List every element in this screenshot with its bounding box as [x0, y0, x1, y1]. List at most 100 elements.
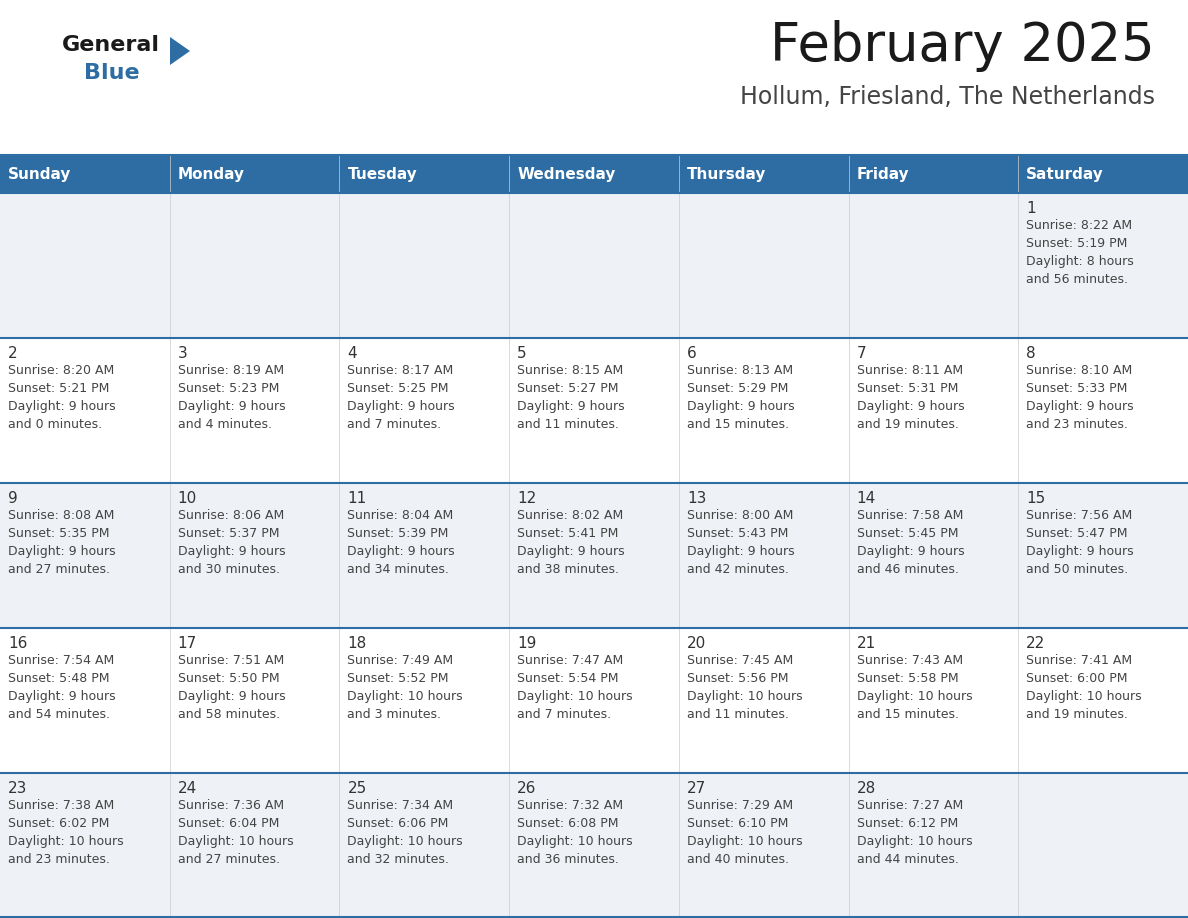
Text: 21: 21	[857, 636, 876, 651]
Text: and 15 minutes.: and 15 minutes.	[687, 418, 789, 431]
Text: Daylight: 10 hours: Daylight: 10 hours	[517, 690, 633, 703]
Text: 1: 1	[1026, 201, 1036, 216]
Text: and 34 minutes.: and 34 minutes.	[347, 563, 449, 576]
Text: and 40 minutes.: and 40 minutes.	[687, 853, 789, 866]
Text: 16: 16	[8, 636, 27, 651]
Text: Sunset: 5:56 PM: Sunset: 5:56 PM	[687, 672, 789, 685]
Text: Sunset: 5:54 PM: Sunset: 5:54 PM	[517, 672, 619, 685]
Text: Sunset: 5:29 PM: Sunset: 5:29 PM	[687, 382, 788, 395]
Text: and 11 minutes.: and 11 minutes.	[517, 418, 619, 431]
Text: Sunset: 5:43 PM: Sunset: 5:43 PM	[687, 527, 788, 540]
Text: Sunrise: 8:22 AM: Sunrise: 8:22 AM	[1026, 219, 1132, 232]
Text: 4: 4	[347, 346, 358, 361]
Bar	[0, 338, 1188, 483]
Text: Sunset: 5:27 PM: Sunset: 5:27 PM	[517, 382, 619, 395]
Text: 8: 8	[1026, 346, 1036, 361]
Text: Daylight: 10 hours: Daylight: 10 hours	[347, 690, 463, 703]
Text: 23: 23	[8, 781, 27, 796]
Text: Daylight: 10 hours: Daylight: 10 hours	[8, 835, 124, 848]
Text: February 2025: February 2025	[770, 20, 1155, 72]
Text: Daylight: 9 hours: Daylight: 9 hours	[857, 545, 965, 558]
Text: Daylight: 9 hours: Daylight: 9 hours	[347, 400, 455, 413]
Text: Daylight: 9 hours: Daylight: 9 hours	[178, 400, 285, 413]
Text: Sunrise: 7:38 AM: Sunrise: 7:38 AM	[8, 799, 114, 812]
Text: and 19 minutes.: and 19 minutes.	[857, 418, 959, 431]
Text: 5: 5	[517, 346, 526, 361]
Text: 28: 28	[857, 781, 876, 796]
Text: Sunrise: 7:49 AM: Sunrise: 7:49 AM	[347, 654, 454, 667]
Text: and 36 minutes.: and 36 minutes.	[517, 853, 619, 866]
Bar	[0, 155, 1188, 193]
Text: 3: 3	[178, 346, 188, 361]
Text: and 23 minutes.: and 23 minutes.	[1026, 418, 1129, 431]
Text: Sunset: 5:47 PM: Sunset: 5:47 PM	[1026, 527, 1127, 540]
Text: Sunrise: 7:56 AM: Sunrise: 7:56 AM	[1026, 509, 1132, 522]
Text: Daylight: 9 hours: Daylight: 9 hours	[687, 545, 795, 558]
Text: 26: 26	[517, 781, 537, 796]
Text: Daylight: 9 hours: Daylight: 9 hours	[347, 545, 455, 558]
Text: Daylight: 9 hours: Daylight: 9 hours	[517, 400, 625, 413]
Text: Daylight: 9 hours: Daylight: 9 hours	[687, 400, 795, 413]
Text: Wednesday: Wednesday	[517, 166, 615, 182]
Text: Sunrise: 7:36 AM: Sunrise: 7:36 AM	[178, 799, 284, 812]
Text: Sunset: 5:21 PM: Sunset: 5:21 PM	[8, 382, 109, 395]
Text: Sunset: 6:02 PM: Sunset: 6:02 PM	[8, 817, 109, 830]
Text: Daylight: 10 hours: Daylight: 10 hours	[347, 835, 463, 848]
Text: Sunrise: 7:27 AM: Sunrise: 7:27 AM	[857, 799, 962, 812]
Text: Sunset: 6:10 PM: Sunset: 6:10 PM	[687, 817, 788, 830]
Text: and 0 minutes.: and 0 minutes.	[8, 418, 102, 431]
Text: 11: 11	[347, 491, 367, 506]
Text: Daylight: 10 hours: Daylight: 10 hours	[517, 835, 633, 848]
Text: Daylight: 10 hours: Daylight: 10 hours	[857, 835, 972, 848]
Text: Daylight: 9 hours: Daylight: 9 hours	[1026, 545, 1133, 558]
Text: Sunset: 5:23 PM: Sunset: 5:23 PM	[178, 382, 279, 395]
Text: Daylight: 9 hours: Daylight: 9 hours	[178, 690, 285, 703]
Bar	[0, 483, 1188, 628]
Text: and 58 minutes.: and 58 minutes.	[178, 708, 280, 721]
Text: Sunset: 5:31 PM: Sunset: 5:31 PM	[857, 382, 958, 395]
Text: Sunrise: 8:10 AM: Sunrise: 8:10 AM	[1026, 364, 1132, 377]
Text: Daylight: 10 hours: Daylight: 10 hours	[687, 690, 802, 703]
Text: Sunset: 5:39 PM: Sunset: 5:39 PM	[347, 527, 449, 540]
Text: Sunset: 6:06 PM: Sunset: 6:06 PM	[347, 817, 449, 830]
Text: Sunrise: 8:02 AM: Sunrise: 8:02 AM	[517, 509, 624, 522]
Text: Daylight: 9 hours: Daylight: 9 hours	[8, 545, 115, 558]
Text: Sunset: 5:25 PM: Sunset: 5:25 PM	[347, 382, 449, 395]
Text: 10: 10	[178, 491, 197, 506]
Text: Sunrise: 7:45 AM: Sunrise: 7:45 AM	[687, 654, 794, 667]
Text: Sunrise: 8:17 AM: Sunrise: 8:17 AM	[347, 364, 454, 377]
Text: Sunrise: 8:06 AM: Sunrise: 8:06 AM	[178, 509, 284, 522]
Text: Friday: Friday	[857, 166, 909, 182]
Text: 18: 18	[347, 636, 367, 651]
Text: and 4 minutes.: and 4 minutes.	[178, 418, 272, 431]
Text: and 32 minutes.: and 32 minutes.	[347, 853, 449, 866]
Text: 2: 2	[8, 346, 18, 361]
Text: and 19 minutes.: and 19 minutes.	[1026, 708, 1129, 721]
Text: 12: 12	[517, 491, 537, 506]
Text: Sunset: 6:08 PM: Sunset: 6:08 PM	[517, 817, 619, 830]
Text: Sunrise: 7:41 AM: Sunrise: 7:41 AM	[1026, 654, 1132, 667]
Text: Sunrise: 8:15 AM: Sunrise: 8:15 AM	[517, 364, 624, 377]
Text: and 30 minutes.: and 30 minutes.	[178, 563, 279, 576]
Text: 22: 22	[1026, 636, 1045, 651]
Text: Sunset: 5:50 PM: Sunset: 5:50 PM	[178, 672, 279, 685]
Text: and 7 minutes.: and 7 minutes.	[347, 418, 442, 431]
Text: General: General	[62, 35, 160, 55]
Bar	[0, 193, 1188, 338]
Text: and 56 minutes.: and 56 minutes.	[1026, 273, 1129, 286]
Text: and 27 minutes.: and 27 minutes.	[178, 853, 279, 866]
Text: Sunrise: 8:11 AM: Sunrise: 8:11 AM	[857, 364, 962, 377]
Text: Sunset: 5:58 PM: Sunset: 5:58 PM	[857, 672, 959, 685]
Text: and 3 minutes.: and 3 minutes.	[347, 708, 442, 721]
Text: Tuesday: Tuesday	[347, 166, 417, 182]
Text: Sunset: 5:35 PM: Sunset: 5:35 PM	[8, 527, 109, 540]
Text: Sunset: 5:37 PM: Sunset: 5:37 PM	[178, 527, 279, 540]
Text: and 15 minutes.: and 15 minutes.	[857, 708, 959, 721]
Text: Sunrise: 7:34 AM: Sunrise: 7:34 AM	[347, 799, 454, 812]
Text: Daylight: 9 hours: Daylight: 9 hours	[857, 400, 965, 413]
Text: 14: 14	[857, 491, 876, 506]
Bar	[0, 628, 1188, 773]
Text: Blue: Blue	[84, 63, 140, 83]
Text: Daylight: 9 hours: Daylight: 9 hours	[517, 545, 625, 558]
Text: Daylight: 8 hours: Daylight: 8 hours	[1026, 255, 1135, 268]
